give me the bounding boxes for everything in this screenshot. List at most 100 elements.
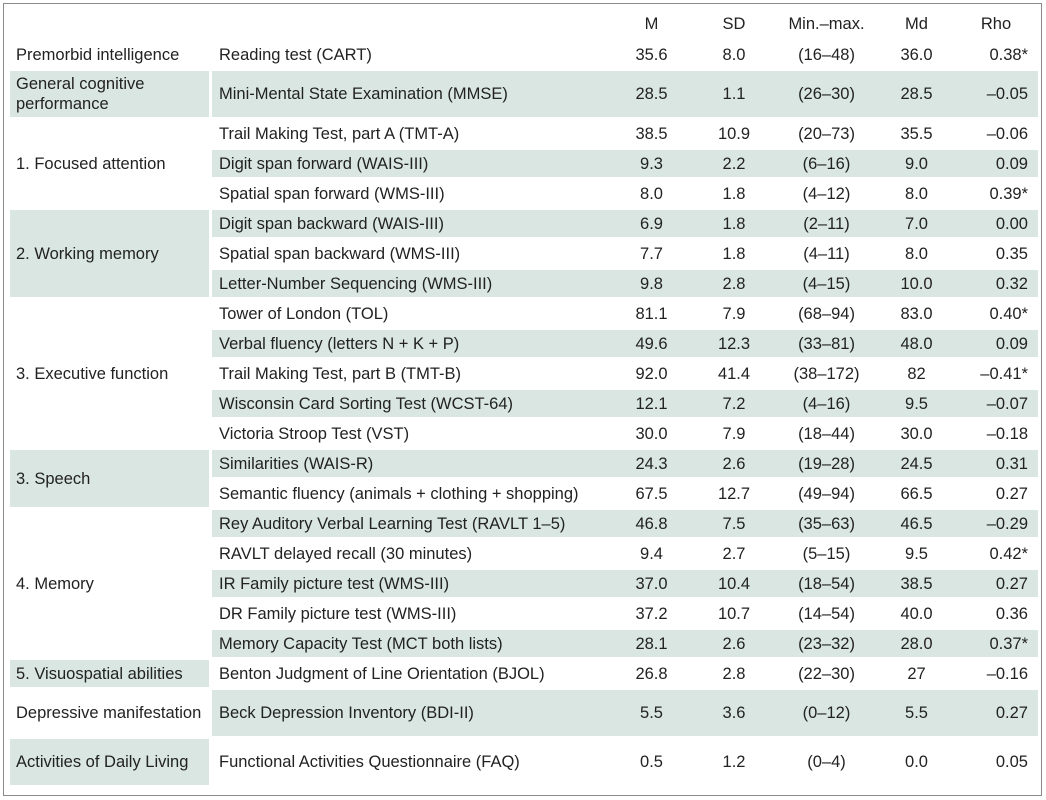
range-cell: (23–32) [774,630,879,657]
median-cell: 9.0 [879,150,954,177]
rho-cell: –0.29 [954,510,1038,537]
range-cell: (14–54) [798,604,855,623]
range-cell: (33–81) [774,330,879,357]
rho-cell: –0.05 [986,85,1028,103]
header-domain [10,10,209,38]
median-cell: 28.0 [879,630,954,657]
mean-cell: 26.8 [635,664,668,683]
mean-cell: 38.5 [635,124,668,143]
median-cell: 27 [907,664,926,683]
rho-cell: 0.42* [989,544,1028,563]
range-cell: (35–63) [774,510,879,537]
range-cell: (4–12) [802,184,851,203]
median-cell: 8.0 [905,184,928,203]
rho-cell: 0.32 [954,270,1038,297]
rho-cell: 0.40* [989,304,1028,323]
table-row: Trail Making Test, part B (TMT-B) 92.0 4… [10,360,1038,387]
mean-cell: 28.1 [609,630,694,657]
header-test [209,10,609,38]
table-row: Depressive manifestation Beck Depression… [10,690,1038,736]
range-cell: (4–11) [803,244,850,263]
median-cell: 66.5 [900,484,933,503]
table-row: DR Family picture test (WMS-III) 37.2 10… [10,600,1038,627]
sd-cell: 2.2 [694,150,774,177]
sd-cell: 8.0 [722,45,746,64]
test-cell: Benton Judgment of Line Orientation (BJO… [209,660,609,687]
median-cell: 0.0 [905,753,928,771]
test-cell: Rey Auditory Verbal Learning Test (RAVLT… [209,510,609,537]
sd-cell: 2.6 [694,630,774,657]
median-cell: 38.5 [879,570,954,597]
median-cell: 24.5 [879,450,954,477]
mean-cell: 67.5 [635,484,668,503]
test-cell: Memory Capacity Test (MCT both lists) [209,630,609,657]
rho-cell: 0.39* [989,184,1028,203]
sd-cell: 2.6 [694,450,774,477]
test-cell: Spatial span backward (WMS-III) [209,240,609,267]
test-cell: Verbal fluency (letters N + K + P) [209,330,609,357]
sd-cell: 2.8 [722,664,746,683]
rho-cell: 0.09 [954,330,1038,357]
median-cell: 5.5 [879,690,954,736]
test-cell: Digit span forward (WAIS-III) [209,150,609,177]
range-cell: (6–16) [774,150,879,177]
test-cell: Reading test (CART) [209,41,609,68]
mean-cell: 30.0 [635,424,668,443]
range-cell: (20–73) [798,124,855,143]
domain-cell: 1. Focused attention [16,154,166,173]
domain-cell: General cognitive performance [16,75,145,113]
median-cell: 40.0 [900,604,933,623]
mean-cell: 8.0 [640,184,663,203]
rho-cell: –0.18 [986,424,1028,443]
median-cell: 30.0 [900,424,933,443]
rho-cell: –0.07 [954,390,1038,417]
rho-cell: 0.36 [995,604,1028,623]
range-cell: (0–12) [774,690,879,736]
range-cell: (38–172) [793,364,860,383]
mean-cell: 5.5 [609,690,694,736]
table-row: Verbal fluency (letters N + K + P) 49.6 … [10,330,1038,357]
table-row: 3. Executive function Tower of London (T… [10,300,1038,383]
range-cell: (2–11) [774,210,879,237]
table-row: Digit span forward (WAIS-III) 9.3 2.2 (6… [10,150,1038,177]
test-cell: RAVLT delayed recall (30 minutes) [209,540,609,567]
range-cell: (0–4) [807,753,846,771]
range-cell: (26–30) [798,85,855,103]
rho-cell: –0.16 [986,664,1028,683]
test-cell: Functional Activities Questionnaire (FAQ… [209,739,609,785]
test-cell: Letter-Number Sequencing (WMS-III) [209,270,609,297]
mean-cell: 49.6 [609,330,694,357]
range-cell: (49–94) [798,484,855,503]
table-row: 5. Visuospatial abilities Benton Judgmen… [10,660,1038,687]
table-row: Spatial span backward (WMS-III) 7.7 1.8 … [10,240,1038,267]
median-cell: 8.0 [905,244,928,263]
sd-cell: 2.7 [722,544,746,563]
median-cell: 35.5 [900,124,933,143]
test-cell: Trail Making Test, part B (TMT-B) [209,360,609,387]
sd-cell: 12.7 [717,484,751,503]
sd-cell: 7.2 [694,390,774,417]
mean-cell: 9.8 [609,270,694,297]
sd-cell: 1.8 [722,244,746,263]
sd-cell: 10.9 [717,124,751,143]
median-cell: 82 [907,364,926,383]
test-cell: Mini-Mental State Examination (MMSE) [209,71,609,117]
range-cell: (18–54) [774,570,879,597]
rho-cell: 0.38* [989,45,1028,64]
domain-cell: Activities of Daily Living [10,739,209,785]
table-row: Victoria Stroop Test (VST) 30.0 7.9 (18–… [10,420,1038,447]
sd-cell: 10.7 [717,604,751,623]
median-cell: 83.0 [900,304,933,323]
mean-cell: 35.6 [635,45,668,64]
domain-cell: 2. Working memory [10,210,209,297]
sd-cell: 10.4 [694,570,774,597]
range-cell: (22–30) [798,664,855,683]
mean-cell: 46.8 [609,510,694,537]
mean-cell: 9.3 [609,150,694,177]
mean-cell: 37.2 [635,604,668,623]
rho-cell: –0.41* [980,364,1028,383]
table-frame [3,3,1042,796]
domain-cell: 4. Memory [16,574,94,593]
test-cell: Digit span backward (WAIS-III) [209,210,609,237]
sd-cell: 12.3 [694,330,774,357]
